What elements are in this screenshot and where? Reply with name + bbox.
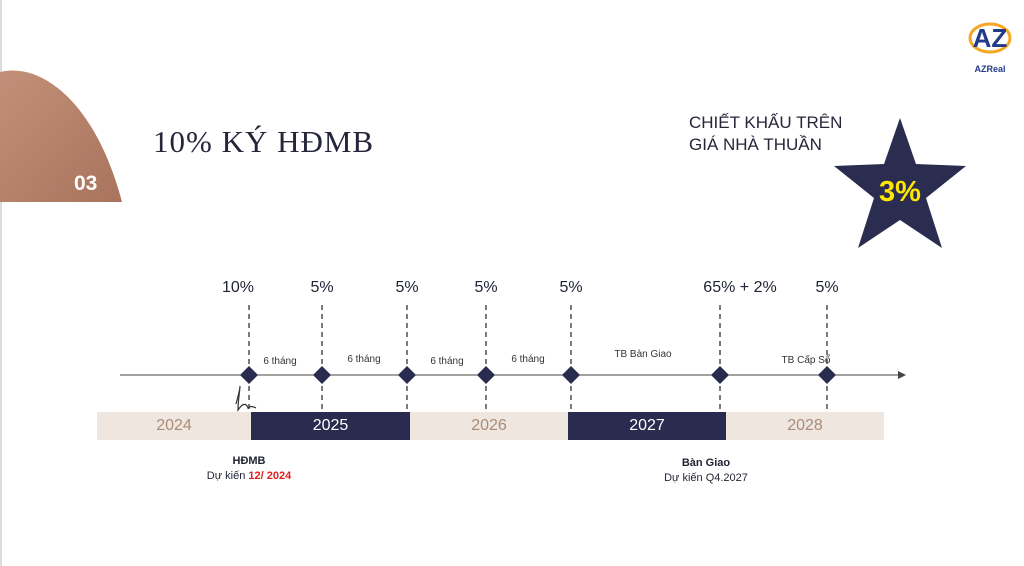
milestone-percent: 65% + 2%: [703, 279, 777, 296]
year-block: 2026: [410, 412, 568, 440]
milestone-percent: 5%: [559, 279, 583, 296]
year-block: 2025: [251, 412, 410, 440]
milestone-diamond-icon: [711, 366, 729, 384]
milestone-percent: 5%: [815, 279, 839, 296]
milestone-diamond-icon: [562, 366, 580, 384]
contract-note-date: 12/ 2024: [248, 470, 292, 482]
handover-note-title: Bàn Giao: [681, 457, 731, 469]
year-block: 2024: [97, 412, 251, 440]
discount-caption: CHIẾT KHẤU TRÊN GIÁ NHÀ THUẦN: [689, 112, 842, 156]
section-number-shape: [0, 70, 122, 202]
page-title: 10% KÝ HĐMB: [153, 124, 375, 159]
interval-label: 6 tháng: [511, 354, 545, 365]
signature-icon: [235, 385, 257, 412]
handover-note: Bàn Giao Dự kiến Q4.2027: [664, 456, 748, 486]
az-logo-icon: AZ: [968, 22, 1012, 54]
milestone-diamond-icon: [313, 366, 331, 384]
discount-value: 3%: [879, 176, 921, 208]
interval-label: 6 tháng: [347, 354, 381, 365]
brand-logo: AZ AZReal: [966, 16, 1014, 74]
contract-note: HĐMB Dự kiến 12/ 2024: [207, 454, 291, 484]
section-number: 03: [74, 172, 98, 195]
milestone-diamond-icon: [240, 366, 258, 384]
milestone-percent: 5%: [310, 279, 334, 296]
milestone-diamond-icon: [477, 366, 495, 384]
milestone-diamond-icon: [398, 366, 416, 384]
timeline-arrow-icon: [898, 371, 906, 379]
handover-note-expected: Dự kiến Q4.2027: [664, 472, 748, 484]
interval-label: 6 tháng: [263, 356, 297, 367]
logo-letters: AZ: [973, 23, 1008, 53]
year-block: 2028: [726, 412, 884, 440]
milestone-percent: 5%: [474, 279, 498, 296]
star-icon: [834, 118, 966, 248]
logo-name: AZReal: [974, 64, 1006, 74]
milestone-diamond-icon: [818, 366, 836, 384]
discount-caption-line1: CHIẾT KHẤU TRÊN: [689, 113, 843, 132]
interval-label: 6 tháng: [430, 356, 464, 367]
slide-left-border: [0, 0, 2, 566]
interval-label: TB Bàn Giao: [614, 349, 672, 360]
year-block: 2027: [568, 412, 726, 440]
discount-caption-line2: GIÁ NHÀ THUẦN: [689, 135, 822, 154]
milestone-percent: 5%: [395, 279, 419, 296]
interval-label: TB Cấp Sổ: [781, 355, 831, 366]
milestone-percent: 10%: [221, 279, 255, 296]
contract-note-title: HĐMB: [232, 455, 266, 467]
contract-note-prefix: Dự kiến: [206, 470, 246, 482]
